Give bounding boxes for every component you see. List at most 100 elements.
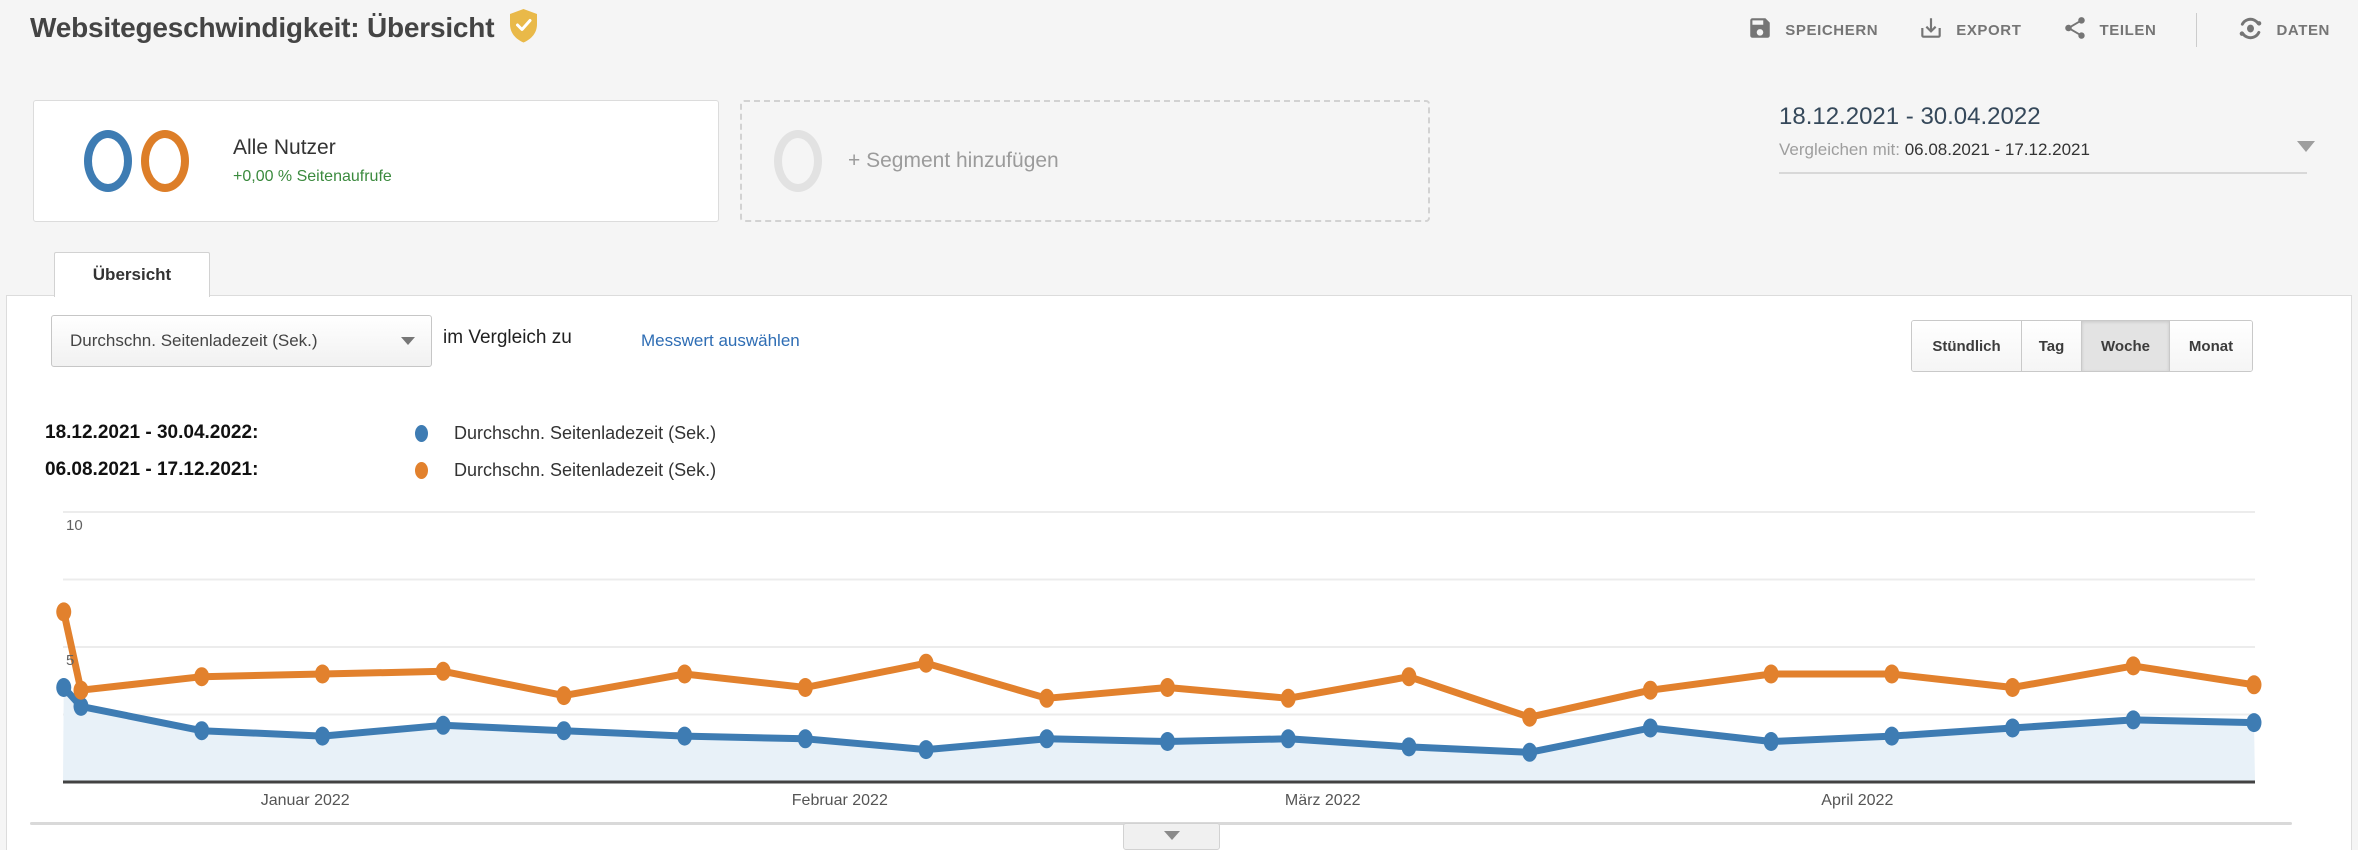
granularity-month-button[interactable]: Monat (2170, 321, 2252, 371)
data-point-current[interactable] (73, 696, 89, 716)
legend-row-compare: 06.08.2021 - 17.12.2021: Durchschn. Seit… (45, 455, 716, 485)
x-month-label: März 2022 (1284, 792, 1361, 809)
data-point-current[interactable] (556, 721, 572, 741)
data-point-current[interactable] (314, 726, 330, 746)
segment-ring-gray-icon (774, 130, 822, 192)
chart-collapse-button[interactable] (1123, 823, 1220, 850)
date-underline (1779, 172, 2307, 174)
date-compare-prefix: Vergleichen mit: (1779, 140, 1900, 159)
segment-delta: +0,00 % Seitenaufrufe (233, 168, 392, 185)
save-button[interactable]: SPEICHERN (1747, 15, 1878, 45)
data-point-compare[interactable] (556, 686, 572, 706)
intelligence-button[interactable]: DATEN (2237, 15, 2330, 46)
add-segment-label: + Segment hinzufügen (848, 149, 1059, 172)
data-point-current[interactable] (1763, 732, 1779, 751)
data-point-current[interactable] (677, 726, 693, 746)
granularity-button-group: Stündlich Tag Woche Monat (1911, 320, 2253, 372)
data-point-current[interactable] (918, 740, 934, 760)
select-metric-link[interactable]: Messwert auswählen (641, 331, 800, 350)
data-point-current[interactable] (56, 678, 72, 697)
add-segment-button[interactable]: + Segment hinzufügen (740, 100, 1430, 222)
segment-title: Alle Nutzer (233, 136, 336, 159)
granularity-day-button[interactable]: Tag (2022, 321, 2082, 371)
data-point-current[interactable] (1280, 729, 1296, 749)
data-point-compare[interactable] (56, 602, 72, 622)
data-point-compare[interactable] (918, 653, 934, 673)
data-point-compare[interactable] (677, 664, 693, 684)
data-point-compare[interactable] (1401, 667, 1417, 687)
save-icon (1747, 15, 1773, 45)
data-point-compare[interactable] (314, 664, 330, 684)
granularity-week-button[interactable]: Woche (2082, 321, 2170, 371)
share-button[interactable]: TEILEN (2062, 15, 2157, 45)
data-point-current[interactable] (797, 729, 813, 749)
segment-ring-orange-icon (141, 130, 189, 192)
chevron-down-icon (401, 337, 415, 345)
legend-row-current: 18.12.2021 - 30.04.2022: Durchschn. Seit… (45, 418, 716, 448)
legend-date-compare: 06.08.2021 - 17.12.2021: (45, 459, 259, 480)
metric-select-value: Durchschn. Seitenladezeit (Sek.) (70, 331, 318, 350)
series-line-current (60, 684, 2258, 756)
download-icon (1918, 15, 1944, 45)
data-point-compare[interactable] (194, 667, 210, 687)
x-month-label: Februar 2022 (791, 792, 888, 809)
data-point-compare[interactable] (2125, 656, 2141, 676)
data-point-current[interactable] (1401, 737, 1417, 757)
data-point-current[interactable] (1642, 718, 1658, 738)
toolbar: SPEICHERN EXPORT TEILEN D (1747, 10, 2330, 50)
metric-select-dropdown[interactable]: Durchschn. Seitenladezeit (Sek.) (51, 315, 432, 367)
data-point-current[interactable] (1039, 729, 1055, 749)
data-point-compare[interactable] (1642, 680, 1658, 700)
tab-uebersicht[interactable]: Übersicht (54, 252, 210, 297)
data-point-compare[interactable] (1763, 664, 1779, 684)
data-point-compare[interactable] (1159, 678, 1175, 697)
series-area-fill (63, 687, 2255, 781)
data-point-compare[interactable] (73, 680, 89, 700)
data-point-current[interactable] (1159, 732, 1175, 751)
export-button[interactable]: EXPORT (1918, 15, 2021, 45)
segment-ring-blue-icon (84, 130, 132, 192)
data-point-current[interactable] (194, 721, 210, 741)
toolbar-divider (2196, 13, 2198, 47)
data-point-current[interactable] (1522, 742, 1538, 762)
x-month-label: Januar 2022 (260, 792, 350, 809)
date-range-primary: 18.12.2021 - 30.04.2022 (1779, 103, 2041, 130)
data-point-current[interactable] (2005, 718, 2021, 738)
insights-icon (2237, 15, 2264, 46)
report-title: Websitegeschwindigkeit: Übersicht (30, 12, 495, 43)
date-range-compare: 06.08.2021 - 17.12.2021 (1904, 140, 2090, 159)
data-point-compare[interactable] (2005, 678, 2021, 697)
legend-dot-blue-icon (415, 424, 428, 442)
y-tick-label: 5 (66, 652, 75, 669)
page-title: Websitegeschwindigkeit: Übersicht (30, 8, 539, 48)
legend-label-compare: Durchschn. Seitenladezeit (Sek.) (454, 459, 717, 480)
compare-text: im Vergleich zu (443, 327, 572, 348)
chevron-down-icon (2297, 141, 2315, 152)
share-icon (2062, 15, 2088, 45)
granularity-hourly-button[interactable]: Stündlich (1912, 321, 2022, 371)
chevron-down-icon (1163, 831, 1180, 840)
data-point-current[interactable] (435, 715, 451, 735)
legend-label-current: Durchschn. Seitenladezeit (Sek.) (454, 422, 717, 443)
data-point-current[interactable] (1884, 726, 1900, 746)
data-point-compare[interactable] (1280, 688, 1296, 708)
date-range-selector[interactable]: 18.12.2021 - 30.04.2022 Vergleichen mit:… (1779, 103, 2315, 174)
y-tick-label: 10 (66, 517, 83, 534)
x-month-label: April 2022 (1821, 792, 1894, 809)
shield-check-icon (508, 8, 539, 48)
chart-legend: 18.12.2021 - 30.04.2022: Durchschn. Seit… (45, 418, 716, 492)
series-line-compare (60, 608, 2258, 721)
data-point-compare[interactable] (797, 678, 813, 697)
data-point-compare[interactable] (2246, 675, 2262, 695)
data-point-compare[interactable] (1884, 664, 1900, 684)
legend-dot-orange-icon (415, 461, 428, 479)
data-point-compare[interactable] (435, 661, 451, 681)
data-point-compare[interactable] (1039, 688, 1055, 708)
data-point-compare[interactable] (1522, 707, 1538, 727)
data-point-current[interactable] (2246, 713, 2262, 733)
data-point-current[interactable] (2125, 710, 2141, 730)
segment-card-all-users[interactable]: Alle Nutzer +0,00 % Seitenaufrufe (33, 100, 719, 222)
legend-date-current: 18.12.2021 - 30.04.2022: (45, 422, 259, 443)
